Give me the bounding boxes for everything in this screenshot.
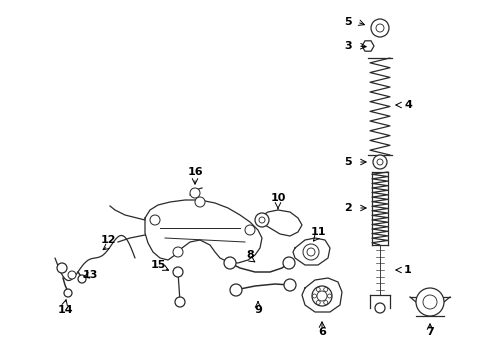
Text: 5: 5	[344, 157, 352, 167]
Circle shape	[245, 225, 255, 235]
Text: 11: 11	[310, 227, 326, 237]
Circle shape	[376, 24, 384, 32]
Circle shape	[316, 301, 320, 305]
Circle shape	[259, 217, 265, 223]
Circle shape	[190, 188, 200, 198]
Text: 8: 8	[246, 250, 254, 260]
Text: 7: 7	[426, 327, 434, 337]
Circle shape	[78, 275, 86, 283]
Text: 5: 5	[344, 17, 352, 27]
Text: 3: 3	[344, 41, 352, 51]
Circle shape	[57, 263, 67, 273]
Circle shape	[303, 244, 319, 260]
Circle shape	[284, 279, 296, 291]
Text: 9: 9	[254, 305, 262, 315]
Circle shape	[68, 271, 76, 279]
Circle shape	[224, 257, 236, 269]
Circle shape	[173, 267, 183, 277]
Circle shape	[312, 286, 332, 306]
Circle shape	[416, 288, 444, 316]
Text: 10: 10	[270, 193, 286, 203]
Text: 2: 2	[344, 203, 352, 213]
Circle shape	[313, 294, 317, 298]
Text: 15: 15	[150, 260, 166, 270]
Circle shape	[317, 291, 327, 301]
Text: 16: 16	[187, 167, 203, 177]
Circle shape	[324, 288, 328, 292]
Text: 1: 1	[404, 265, 412, 275]
Circle shape	[373, 155, 387, 169]
Circle shape	[173, 247, 183, 257]
Circle shape	[150, 215, 160, 225]
Circle shape	[283, 257, 295, 269]
Circle shape	[377, 159, 383, 165]
Text: 6: 6	[318, 327, 326, 337]
Text: 14: 14	[57, 305, 73, 315]
Circle shape	[64, 289, 72, 297]
Circle shape	[316, 288, 320, 292]
Circle shape	[175, 297, 185, 307]
Text: 4: 4	[404, 100, 412, 110]
Text: 13: 13	[82, 270, 98, 280]
Circle shape	[255, 213, 269, 227]
Circle shape	[423, 295, 437, 309]
Text: 12: 12	[100, 235, 116, 245]
Circle shape	[307, 248, 315, 256]
Circle shape	[230, 284, 242, 296]
Circle shape	[195, 197, 205, 207]
Circle shape	[375, 303, 385, 313]
Circle shape	[327, 294, 332, 298]
Circle shape	[371, 19, 389, 37]
Circle shape	[324, 301, 328, 305]
